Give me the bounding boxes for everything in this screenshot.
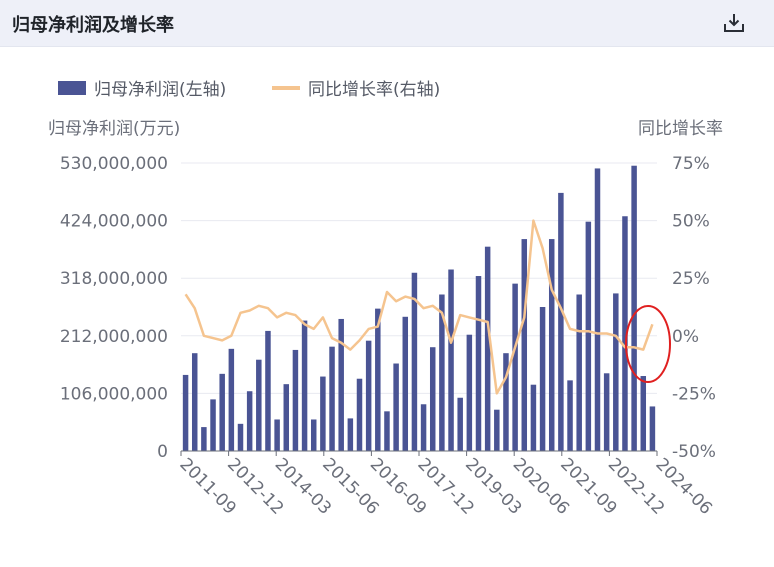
bar[interactable] [539, 307, 546, 451]
bar[interactable] [402, 316, 409, 451]
bar[interactable] [338, 318, 344, 451]
y-right-axis-title: 同比增长率 [638, 119, 723, 139]
growth-rate-line[interactable] [184, 219, 654, 395]
legend-label-net-profit[interactable]: 归母净利润(左轴) [94, 80, 226, 100]
bar[interactable] [548, 239, 555, 451]
bar[interactable] [512, 283, 518, 451]
bar[interactable] [375, 308, 381, 451]
y-right-tick-label: -25% [672, 384, 716, 404]
bar[interactable] [393, 363, 399, 451]
bar[interactable] [622, 216, 628, 451]
bar[interactable] [292, 349, 299, 451]
bar[interactable] [594, 168, 601, 451]
bar[interactable] [649, 406, 656, 451]
bar[interactable] [210, 399, 216, 451]
card-header: 归母净利润及增长率 [0, 0, 774, 47]
bar[interactable] [484, 246, 491, 451]
bar[interactable] [613, 293, 619, 451]
bar[interactable] [365, 340, 372, 451]
bar[interactable] [494, 409, 500, 451]
bar[interactable] [201, 427, 207, 451]
bar[interactable] [256, 359, 262, 451]
y-right-tick-label: 25% [672, 269, 710, 289]
bar[interactable] [448, 269, 454, 451]
bar[interactable] [283, 384, 290, 451]
bar[interactable] [246, 391, 253, 451]
y-left-tick-label: 212,000,000 [60, 327, 168, 347]
bar[interactable] [503, 353, 509, 451]
bar[interactable] [576, 294, 582, 451]
bar[interactable] [420, 404, 427, 451]
bar[interactable] [521, 239, 528, 451]
y-left-tick-label: 530,000,000 [60, 154, 168, 174]
bar[interactable] [457, 397, 463, 451]
y-left-tick-label: 424,000,000 [60, 212, 168, 232]
highlight-circle [625, 305, 671, 383]
legend-label-growth-rate[interactable]: 同比增长率(右轴) [308, 80, 440, 100]
bar[interactable] [585, 221, 592, 451]
card-title: 归母净利润及增长率 [12, 15, 174, 36]
y-right-tick-label: 75% [672, 154, 710, 174]
y-right-tick-label: 50% [672, 212, 710, 232]
bar[interactable] [439, 294, 445, 451]
bar[interactable] [274, 419, 280, 451]
bar[interactable] [603, 373, 610, 451]
bar[interactable] [320, 376, 326, 451]
y-left-tick-label: 106,000,000 [60, 384, 168, 404]
chart: 归母净利润(左轴) 同比增长率(右轴) 归母净利润(万元) 同比增长率 0 -50… [48, 80, 723, 519]
bar[interactable] [475, 276, 482, 451]
bar[interactable] [237, 423, 244, 451]
download-icon[interactable] [722, 12, 746, 34]
bar[interactable] [356, 378, 363, 451]
bar[interactable] [640, 376, 647, 451]
bar[interactable] [301, 320, 308, 451]
bar[interactable] [631, 165, 637, 451]
bar[interactable] [310, 419, 317, 451]
bar[interactable] [182, 374, 189, 451]
bar[interactable] [558, 192, 564, 452]
bar[interactable] [228, 348, 235, 451]
y-left-axis-title: 归母净利润(万元) [48, 119, 180, 139]
y-right-tick-label: -50% [672, 442, 716, 462]
bar[interactable] [466, 334, 473, 451]
bar[interactable] [429, 347, 436, 451]
bar[interactable] [347, 418, 354, 451]
bar[interactable] [219, 373, 225, 451]
y-left-tick-label: 318,000,000 [60, 269, 168, 289]
bar[interactable] [329, 346, 335, 451]
bar[interactable] [530, 384, 537, 451]
bar[interactable] [191, 353, 198, 451]
y-right-tick-label: 0% [672, 327, 699, 347]
bar[interactable] [384, 411, 390, 451]
legend-bar-swatch [58, 81, 86, 95]
bar[interactable] [265, 330, 271, 451]
y-left-tick-label: 0 [157, 442, 168, 462]
bar[interactable] [411, 272, 418, 451]
bar[interactable] [567, 380, 573, 451]
